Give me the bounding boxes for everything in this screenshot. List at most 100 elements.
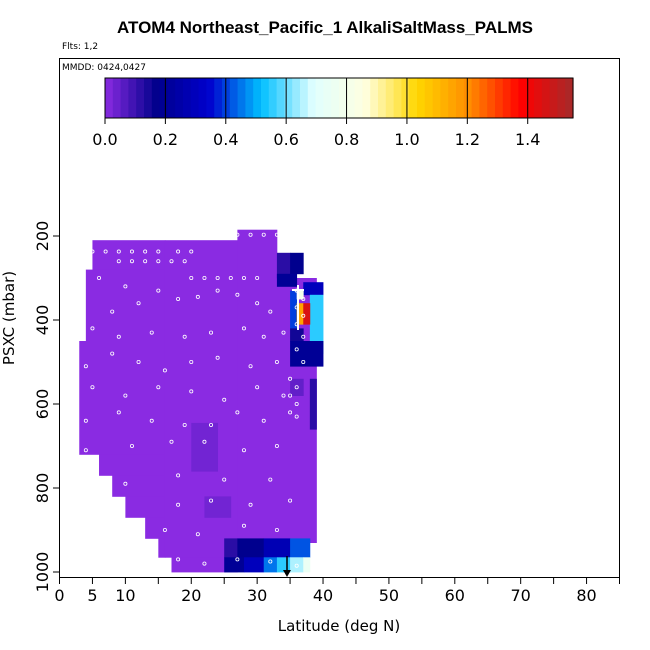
observation-point — [294, 347, 299, 352]
observation-point — [288, 410, 293, 415]
colorbar-segment — [456, 78, 465, 118]
observation-point — [195, 294, 200, 299]
colorbar-segment — [401, 78, 410, 118]
y-tick-label: 200 — [33, 221, 52, 252]
observation-point — [176, 249, 181, 254]
colorbar-segment — [518, 78, 527, 118]
observation-point — [202, 561, 207, 566]
colorbar-segment — [393, 78, 402, 118]
heatmap-cell — [296, 303, 304, 325]
y-axis: 200 400 600 800 1000 — [33, 221, 60, 592]
colorbar-segment — [471, 78, 480, 118]
heatmap-cell — [79, 341, 166, 455]
heatmap-cell — [243, 557, 265, 573]
colorbar-tick-label: 0.4 — [213, 130, 238, 149]
observation-point — [294, 414, 299, 419]
x-tick-label: 50 — [379, 586, 399, 605]
heatmap-cell — [290, 538, 311, 558]
plot-frame — [59, 58, 620, 578]
colorbar-segment — [128, 78, 137, 118]
observation-point — [241, 523, 246, 528]
observation-point — [294, 401, 299, 406]
colorbar-segment — [424, 78, 434, 118]
heatmap-cell — [290, 378, 304, 396]
observation-point — [268, 559, 273, 564]
colorbar-segment — [229, 78, 239, 118]
heatmap-cell — [224, 538, 238, 558]
colorbar-segment — [151, 78, 161, 118]
x-tick-label: 40 — [313, 586, 333, 605]
observation-point — [169, 439, 174, 444]
colorbar-segment — [206, 78, 215, 118]
observation-point — [301, 313, 306, 318]
colorbar-segment — [198, 78, 207, 118]
observation-point — [209, 330, 214, 335]
colorbar-segment — [378, 78, 387, 118]
observation-point — [182, 334, 187, 339]
observation-point — [143, 249, 148, 254]
colorbar-segment — [417, 78, 426, 118]
colorbar-segment — [315, 78, 324, 118]
observation-point — [162, 368, 167, 373]
observation-point — [215, 288, 220, 293]
observation-point — [123, 393, 128, 398]
observation-point — [209, 498, 214, 503]
observation-point — [162, 528, 167, 533]
colorbar-segment — [144, 78, 153, 118]
colorbar-tick-label: 0.8 — [334, 130, 359, 149]
observation-point — [248, 232, 253, 237]
colorbar-segment — [440, 78, 449, 118]
observation-point — [156, 385, 161, 390]
heatmap-cell — [112, 475, 166, 497]
colorbar-segment — [331, 78, 340, 118]
heatmap-cell — [85, 269, 166, 342]
observation-point — [241, 448, 246, 453]
observation-point — [103, 249, 108, 254]
x-axis-label: Latitude (deg N) — [278, 617, 400, 635]
colorbar-segment — [214, 78, 223, 118]
heatmap-cell — [92, 240, 166, 270]
observation-point — [143, 259, 148, 264]
observation-point — [288, 393, 293, 398]
heatmap-cell — [263, 538, 291, 558]
observation-point — [176, 473, 181, 478]
observation-point — [274, 528, 279, 533]
observation-point — [129, 259, 134, 264]
observation-point — [123, 284, 128, 289]
observation-point — [288, 376, 293, 381]
heatmap-cell — [224, 557, 245, 573]
colorbar-segment — [245, 78, 254, 118]
colorbar-segment — [549, 78, 558, 118]
heatmap-cell — [290, 557, 304, 573]
colorbar-segment — [105, 78, 114, 118]
observation-point — [189, 359, 194, 364]
heatmap-cell — [309, 294, 324, 354]
colorbar-segment — [354, 78, 363, 118]
colorbar-segment — [370, 78, 379, 118]
observation-point — [129, 443, 134, 448]
observation-point — [123, 481, 128, 486]
observation-point — [301, 334, 306, 339]
mmdd-label: MMDD: 0424,0427 — [62, 63, 146, 73]
observation-point — [97, 275, 102, 280]
observation-point — [182, 422, 187, 427]
colorbar-segment — [292, 78, 301, 118]
heatmap-cell — [158, 538, 166, 558]
heatmap-cell — [303, 303, 311, 325]
colorbar-segment — [237, 78, 246, 118]
colorbar-segment — [479, 78, 488, 118]
colorbar-segment — [307, 78, 317, 118]
observation-point — [169, 259, 174, 264]
x-tick-label: 70 — [510, 586, 530, 605]
colorbar-segment — [502, 78, 512, 118]
heatmap-cell — [237, 538, 265, 558]
observation-point — [83, 364, 88, 369]
observation-point — [129, 249, 134, 254]
colorbar-tick-label: 0.6 — [273, 130, 298, 149]
x-tick-label: 20 — [181, 586, 201, 605]
colorbar-segment — [432, 78, 441, 118]
observation-point — [90, 385, 95, 390]
colorbar-segment — [284, 78, 293, 118]
heatmap-cell — [290, 252, 304, 275]
heatmap-cell — [145, 517, 166, 539]
